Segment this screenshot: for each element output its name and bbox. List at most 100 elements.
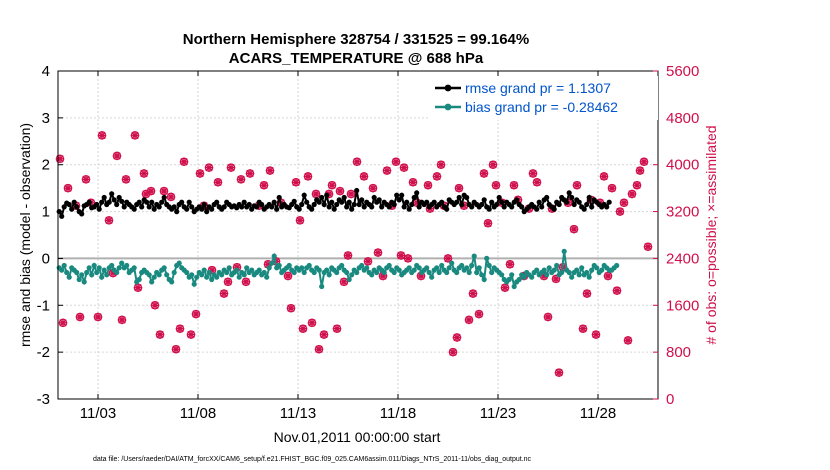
bias-point (206, 269, 212, 276)
bias-point (149, 279, 155, 285)
bias-point (546, 265, 552, 271)
bias-point (101, 267, 107, 273)
rmse-point (459, 201, 465, 208)
rmse-point (329, 199, 335, 205)
rmse-point (324, 192, 330, 198)
bias-point (114, 269, 120, 276)
obs-assimilated-marker (474, 309, 484, 319)
obs-assimilated-marker (468, 289, 478, 298)
bias-point (119, 260, 125, 266)
rmse-point (469, 204, 475, 210)
rmse-point (119, 198, 125, 204)
rmse-point (509, 204, 515, 210)
bias-point (306, 262, 312, 269)
bias-point (189, 272, 195, 278)
obs-assimilated-marker (108, 268, 118, 278)
bias-point (131, 265, 137, 271)
bias-point (136, 276, 142, 283)
rmse-point (479, 201, 485, 208)
bias-point (91, 262, 97, 269)
rmse-point (401, 204, 407, 210)
obs-assimilated-marker (241, 277, 251, 287)
rmse-point (376, 197, 382, 203)
rmse-point (296, 206, 302, 212)
rmse-point (361, 204, 367, 210)
obs-assimilated-marker (283, 271, 293, 281)
rmse-line (58, 189, 611, 220)
obs-assimilated-marker (314, 345, 324, 354)
obs-assimilated-marker (382, 166, 392, 175)
obs-assimilated-marker (416, 271, 426, 281)
obs-assimilated-marker (408, 178, 418, 187)
bias-point (369, 272, 375, 278)
bias-point (416, 265, 422, 271)
bias-point (534, 267, 540, 273)
bias-point (586, 274, 592, 280)
obs-assimilated-marker (112, 151, 122, 161)
rmse-point (464, 194, 470, 201)
bias-point (449, 260, 455, 266)
bias-point (454, 269, 460, 276)
obs-assimilated-marker (245, 169, 255, 178)
obs-assimilated-marker (479, 169, 489, 178)
obs-assimilated-marker (352, 157, 362, 166)
obs-assimilated-marker (459, 201, 469, 210)
obs-assimilated-marker (195, 169, 205, 178)
obs-assimilated-marker (155, 330, 165, 339)
rmse-point (184, 206, 190, 212)
bias-point (559, 269, 565, 276)
bias-point (301, 269, 307, 276)
rmse-point (139, 204, 145, 210)
rmse-point (69, 206, 75, 212)
obs-assimilated-marker (368, 183, 378, 193)
bias-point (489, 269, 495, 276)
rmse-point (321, 201, 327, 208)
bias-point (81, 279, 87, 285)
rmse-point (209, 206, 215, 212)
bias-point (266, 265, 272, 271)
obs-assimilated-marker (554, 368, 564, 377)
rmse-point (109, 191, 115, 197)
rmse-point (454, 199, 460, 205)
rmse-point (544, 194, 550, 201)
bias-series (56, 248, 620, 290)
rmse-point (386, 204, 392, 210)
rmse-point (396, 197, 402, 203)
rmse-point (346, 199, 352, 205)
obs-assimilated-marker (505, 260, 515, 269)
rmse-point (571, 201, 577, 208)
rmse-point (86, 199, 92, 205)
legend-box (430, 76, 658, 120)
bias-point (201, 267, 207, 273)
obs-assimilated-marker (632, 181, 642, 190)
obs-assimilated-marker (543, 312, 553, 322)
rmse-point (564, 199, 570, 205)
obs-assimilated-marker (436, 160, 446, 169)
x-tick-label-4: 11/23 (480, 405, 516, 422)
bias-point (226, 265, 232, 271)
rmse-point (71, 199, 77, 205)
y2-tick-label-1: 800 (666, 344, 691, 361)
rmse-point (424, 199, 430, 205)
bias-point (169, 279, 175, 285)
obs-assimilated-marker (141, 189, 151, 199)
bias-point (66, 274, 72, 280)
bias-point (439, 262, 445, 269)
chart-title-line2: ACARS_TEMPERATURE @ 688 hPa (229, 50, 484, 67)
bias-point (509, 272, 515, 278)
obs-assimilated-marker (58, 318, 68, 328)
bias-point (124, 262, 130, 269)
rmse-point (439, 199, 445, 205)
rmse-point (499, 199, 505, 205)
legend: rmse grand pr = 1.1307 bias grand pr = -… (430, 76, 658, 120)
obs-assimilated-marker (432, 172, 442, 181)
bias-point (299, 265, 305, 271)
rmse-point (301, 192, 307, 198)
y-tick-label-7: 4 (42, 63, 50, 80)
bias-point (346, 276, 352, 283)
bias-point (99, 274, 105, 280)
bias-point (86, 265, 92, 271)
bias-point (104, 272, 110, 278)
obs-assimilated-marker (265, 166, 275, 175)
